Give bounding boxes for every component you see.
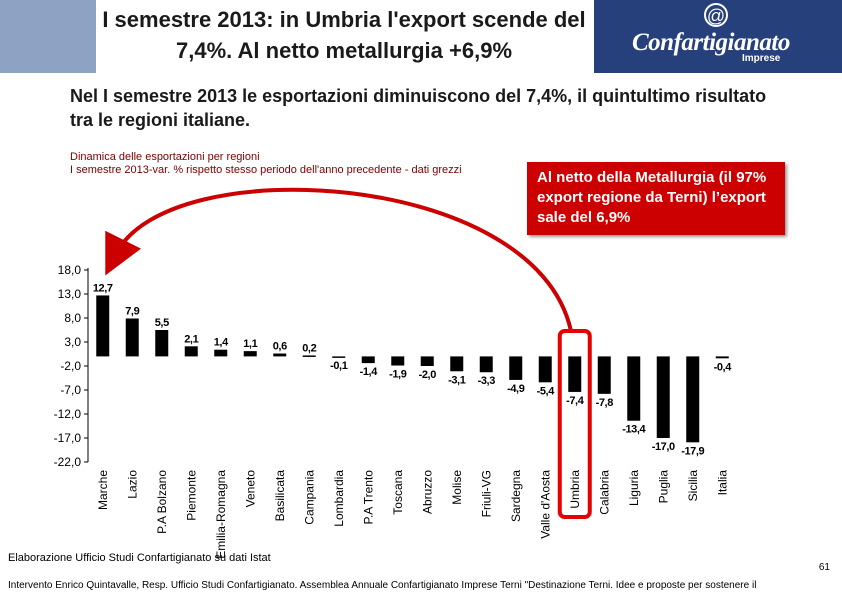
bar-value-label: -1,4	[360, 366, 379, 378]
bar	[302, 355, 316, 357]
bar-value-label: 1,4	[214, 337, 229, 349]
bar-value-label: -1,9	[389, 369, 407, 381]
bar-value-label: -3,1	[448, 374, 466, 386]
bar-value-label: 5,5	[155, 317, 169, 329]
bar-value-label: -7,8	[596, 397, 614, 409]
bar	[420, 356, 434, 366]
bar-value-label: 0,2	[302, 342, 316, 354]
y-tick-label: -22,0	[54, 455, 82, 469]
category-label: Abruzzo	[420, 470, 434, 514]
bar	[361, 356, 375, 364]
category-label: Friuli-VG	[479, 470, 493, 517]
chart-caption-line1: Dinamica delle esportazioni per regioni	[70, 151, 260, 163]
chart-caption-line2: I semestre 2013-var. % rispetto stesso p…	[70, 164, 462, 176]
category-label: Marche	[96, 470, 110, 510]
category-label: Sicilia	[686, 470, 700, 502]
category-label: P.A Trento	[361, 470, 375, 525]
bar-value-label: 2,1	[184, 333, 198, 345]
logo-at-icon: @	[704, 3, 728, 27]
bar	[715, 356, 729, 359]
bar-value-label: -3,3	[478, 375, 496, 387]
page-number: 61	[818, 562, 830, 573]
bar	[243, 351, 257, 357]
bar	[538, 356, 552, 383]
source-note: Elaborazione Ufficio Studi Confartigiana…	[8, 552, 271, 564]
header-left-strip	[0, 0, 96, 73]
category-label: Emilia-Romagna	[214, 470, 228, 559]
bar	[214, 349, 228, 357]
category-label: P.A Bolzano	[155, 470, 169, 534]
slide-title: I semestre 2013: in Umbria l'export scen…	[102, 7, 586, 63]
category-label: Toscana	[391, 470, 405, 515]
bar	[509, 356, 523, 380]
highlight-frame-umbria	[557, 329, 592, 519]
bar-value-label: -5,4	[537, 385, 556, 397]
bar	[155, 330, 169, 357]
bar	[332, 356, 346, 358]
bar-value-label: -0,1	[330, 360, 348, 372]
bar	[686, 356, 700, 443]
y-tick-label: -12,0	[54, 407, 82, 421]
bar	[391, 356, 405, 366]
bar-value-label: -2,0	[419, 369, 437, 381]
category-label: Lazio	[125, 470, 139, 499]
bar-value-label: 12,7	[93, 282, 113, 294]
bar-value-label: -17,0	[652, 441, 675, 453]
bar-value-label: -4,9	[507, 383, 525, 395]
category-label: Veneto	[243, 470, 257, 508]
category-label: Calabria	[597, 470, 611, 515]
arrow-curve	[105, 187, 573, 331]
y-tick-label: -7,0	[60, 383, 81, 397]
category-label: Molise	[450, 470, 464, 505]
chart-caption: Dinamica delle esportazioni per regioni …	[70, 151, 462, 177]
category-label: Valle d'Aosta	[538, 470, 552, 539]
bar	[125, 318, 139, 357]
bar	[184, 346, 198, 357]
y-tick-label: 3,0	[64, 335, 81, 349]
bar	[96, 295, 110, 357]
category-label: Basilicata	[273, 470, 287, 522]
category-label: Sardegna	[509, 470, 523, 522]
logo-subtext: Imprese	[742, 53, 781, 64]
bar-value-label: -7,4	[566, 395, 585, 407]
bar	[450, 356, 464, 372]
bar	[479, 356, 493, 373]
category-label: Italia	[715, 470, 729, 496]
category-label: Umbria	[568, 470, 582, 509]
y-tick-label: 8,0	[64, 311, 81, 325]
y-tick-label: -2,0	[60, 359, 81, 373]
bar	[597, 356, 611, 394]
bar	[568, 356, 582, 392]
bar	[656, 356, 670, 438]
y-tick-label: 13,0	[58, 287, 82, 301]
callout-box: Al netto della Metallurgia (il 97% expor…	[527, 162, 785, 235]
y-tick-label: -17,0	[54, 431, 82, 445]
slide-subtitle: Nel I semestre 2013 le esportazioni dimi…	[70, 86, 767, 130]
category-label: Lombardia	[332, 470, 346, 527]
bar-value-label: 1,1	[243, 338, 257, 350]
category-label: Piemonte	[184, 470, 198, 521]
category-label: Puglia	[656, 470, 670, 504]
bar-value-label: 7,9	[125, 305, 139, 317]
bar-value-label: 0,6	[273, 341, 287, 353]
y-tick-label: 18,0	[58, 263, 82, 277]
category-label: Liguria	[627, 470, 641, 506]
bar	[273, 353, 287, 357]
bar-value-label: -13,4	[622, 424, 646, 436]
bar-value-label: -17,9	[681, 445, 704, 457]
category-label: Campania	[302, 470, 316, 525]
footer-text: Intervento Enrico Quintavalle, Resp. Uff…	[8, 580, 757, 591]
bar-value-label: -0,4	[714, 361, 733, 373]
bar	[627, 356, 641, 421]
logo-text: Confartigianato	[632, 29, 790, 56]
